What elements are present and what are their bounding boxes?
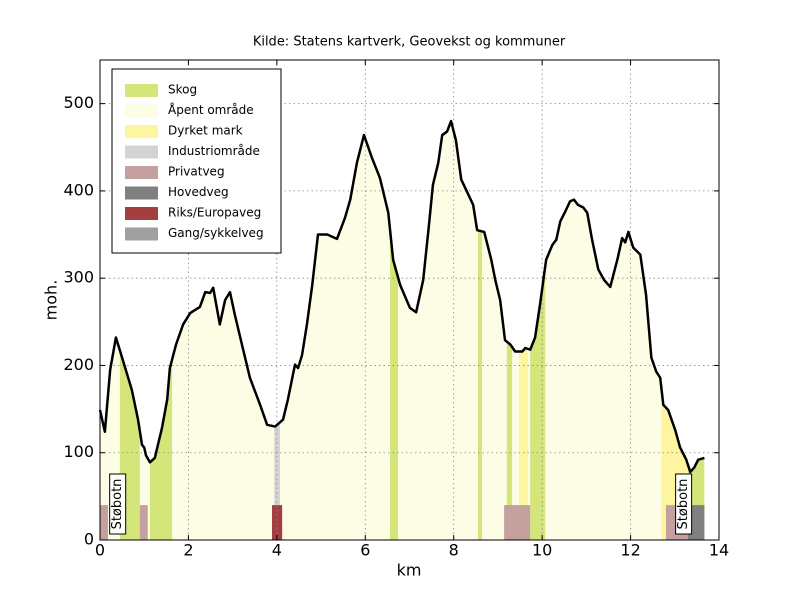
elevation-line <box>98 119 705 474</box>
legend-label: Privatveg <box>168 165 225 179</box>
annotation: Støbotn <box>676 479 691 530</box>
x-tick-label: 8 <box>449 541 459 560</box>
x-tick-label: 12 <box>620 541 640 560</box>
legend-box <box>111 68 282 254</box>
legend-swatch <box>125 125 158 138</box>
legend-swatch <box>125 227 158 241</box>
legend-label: Skog <box>168 83 197 97</box>
road-span <box>139 505 148 540</box>
chart-title: Kilde: Statens kartverk, Geovekst og kom… <box>253 35 566 50</box>
x-tick-label: 10 <box>532 541 552 560</box>
legend-label: Åpent område <box>168 102 254 117</box>
x-tick-label: 14 <box>709 541 729 560</box>
road-span <box>688 505 705 540</box>
legend-swatch <box>125 207 158 220</box>
y-tick-label: 500 <box>63 93 94 112</box>
y-axis-label: moh. <box>42 280 61 321</box>
terrain-span <box>478 121 483 540</box>
legend-swatch <box>125 84 158 97</box>
legend-swatch <box>125 145 158 159</box>
legend-label: Gang/sykkelveg <box>168 226 264 240</box>
x-tick-label: 6 <box>360 541 370 560</box>
y-tick-label: 100 <box>63 442 94 461</box>
legend-label: Industriområde <box>168 144 260 158</box>
legend-swatch <box>125 166 158 179</box>
terrain-span <box>390 121 399 540</box>
road-span <box>271 505 283 540</box>
open-area-fill <box>100 121 705 540</box>
x-axis-label: km <box>397 561 422 580</box>
x-tick-label: 0 <box>95 541 105 560</box>
plot-frame <box>99 59 720 541</box>
y-tick-label: 300 <box>63 268 94 287</box>
x-tick-label: 4 <box>272 541 282 560</box>
annotation-box <box>109 473 127 535</box>
road-span <box>504 505 531 540</box>
road-span <box>100 505 108 540</box>
annotation-box <box>675 473 693 535</box>
legend-label: Dyrket mark <box>168 124 243 138</box>
legend: Skog Åpent område Dyrket mark Industriområd… <box>111 68 282 254</box>
legend-label: Hovedveg <box>168 185 229 199</box>
y-tick-label: 400 <box>63 180 94 199</box>
x-tick-label: 2 <box>183 541 193 560</box>
y-tick-label: 200 <box>63 355 94 374</box>
legend-label: Riks/Europaveg <box>168 206 261 220</box>
annotation: Støbotn <box>110 479 125 530</box>
legend-swatch <box>125 186 158 200</box>
legend-swatch <box>125 104 158 118</box>
y-tick-label: 0 <box>84 530 94 549</box>
